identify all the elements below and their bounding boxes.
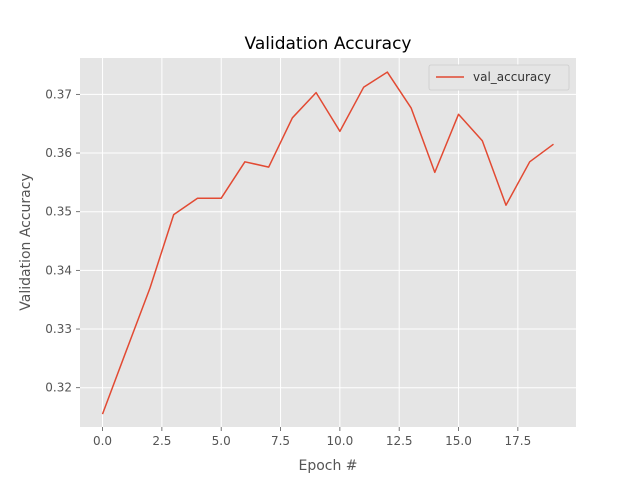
y-tick-label: 0.33 bbox=[45, 322, 72, 336]
legend-label: val_accuracy bbox=[473, 70, 551, 84]
data-point bbox=[125, 349, 128, 352]
data-point bbox=[433, 171, 436, 174]
data-point bbox=[148, 286, 151, 289]
y-tick-label: 0.36 bbox=[45, 146, 72, 160]
data-point bbox=[196, 197, 199, 200]
grid bbox=[80, 58, 576, 427]
y-tick-label: 0.32 bbox=[45, 381, 72, 395]
data-point bbox=[101, 412, 104, 415]
data-point bbox=[504, 204, 507, 207]
x-axis-title: Epoch # bbox=[298, 458, 357, 474]
data-point bbox=[528, 160, 531, 163]
data-point bbox=[386, 70, 389, 73]
y-axis-title: Validation Accuracy bbox=[18, 173, 34, 311]
data-point bbox=[267, 166, 270, 169]
data-point bbox=[338, 130, 341, 133]
data-point bbox=[481, 139, 484, 142]
x-tick-label: 5.0 bbox=[212, 434, 231, 448]
legend: val_accuracy bbox=[428, 64, 570, 91]
data-point bbox=[409, 106, 412, 109]
y-axis: 0.32 0.33 0.34 0.35 0.36 0.37 bbox=[45, 87, 80, 395]
x-axis: 0.0 2.5 5.0 7.5 10.0 12.5 15.0 17.5 bbox=[93, 427, 531, 448]
series-line-val-accuracy bbox=[101, 71, 554, 415]
y-tick-label: 0.35 bbox=[45, 205, 72, 219]
x-tick-label: 17.5 bbox=[504, 434, 531, 448]
series-layer bbox=[101, 70, 555, 415]
x-tick-label: 10.0 bbox=[327, 434, 354, 448]
data-point bbox=[362, 86, 365, 89]
legend-box bbox=[428, 64, 570, 91]
data-point bbox=[552, 143, 555, 146]
data-point bbox=[172, 213, 175, 216]
x-tick-label: 0.0 bbox=[93, 434, 112, 448]
plot-area bbox=[80, 58, 576, 427]
y-tick-label: 0.34 bbox=[45, 263, 72, 277]
data-point bbox=[457, 113, 460, 116]
x-tick-label: 12.5 bbox=[386, 434, 413, 448]
data-point bbox=[291, 116, 294, 119]
chart-title: Validation Accuracy bbox=[245, 34, 412, 54]
x-tick-label: 2.5 bbox=[152, 434, 171, 448]
x-tick-label: 15.0 bbox=[445, 434, 472, 448]
data-point bbox=[315, 91, 318, 94]
data-point bbox=[220, 197, 223, 200]
data-point bbox=[243, 160, 246, 163]
x-tick-label: 7.5 bbox=[271, 434, 290, 448]
y-tick-label: 0.37 bbox=[45, 87, 72, 101]
